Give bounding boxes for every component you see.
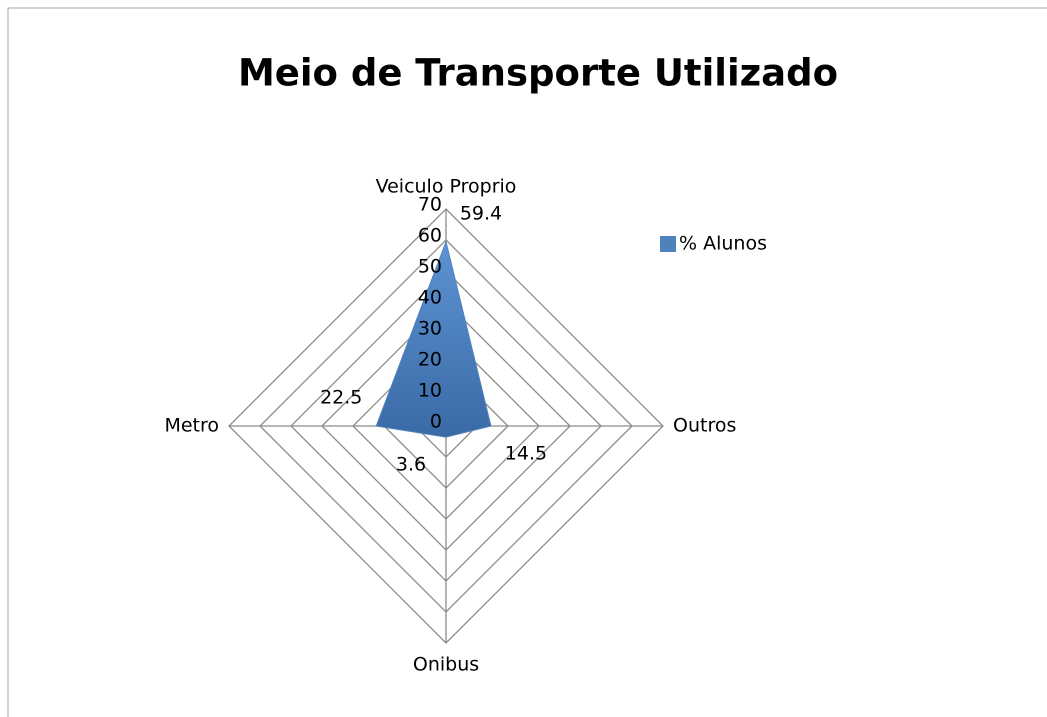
category-label: Onibus: [413, 654, 479, 676]
data-label: 22.5: [320, 387, 362, 409]
tick-label: 20: [418, 349, 442, 371]
chart-title: Meio de Transporte Utilizado: [238, 52, 838, 95]
legend-label: % Alunos: [679, 233, 767, 255]
tick-label: 70: [418, 194, 442, 216]
tick-label: 60: [418, 225, 442, 247]
category-label: Metro: [164, 415, 219, 437]
tick-label: 0: [430, 411, 442, 433]
legend-swatch: [660, 236, 676, 252]
chart-frame: [7, 7, 1047, 717]
category-label: Outros: [673, 415, 736, 437]
series-area: [375, 240, 492, 438]
data-label: 14.5: [505, 443, 547, 465]
category-label: Veiculo Proprio: [376, 176, 517, 198]
data-label: 3.6: [396, 454, 426, 476]
data-label: 59.4: [460, 202, 502, 224]
tick-label: 30: [418, 318, 442, 340]
tick-label: 10: [418, 380, 442, 402]
tick-label: 40: [418, 287, 442, 309]
tick-label: 50: [418, 256, 442, 278]
